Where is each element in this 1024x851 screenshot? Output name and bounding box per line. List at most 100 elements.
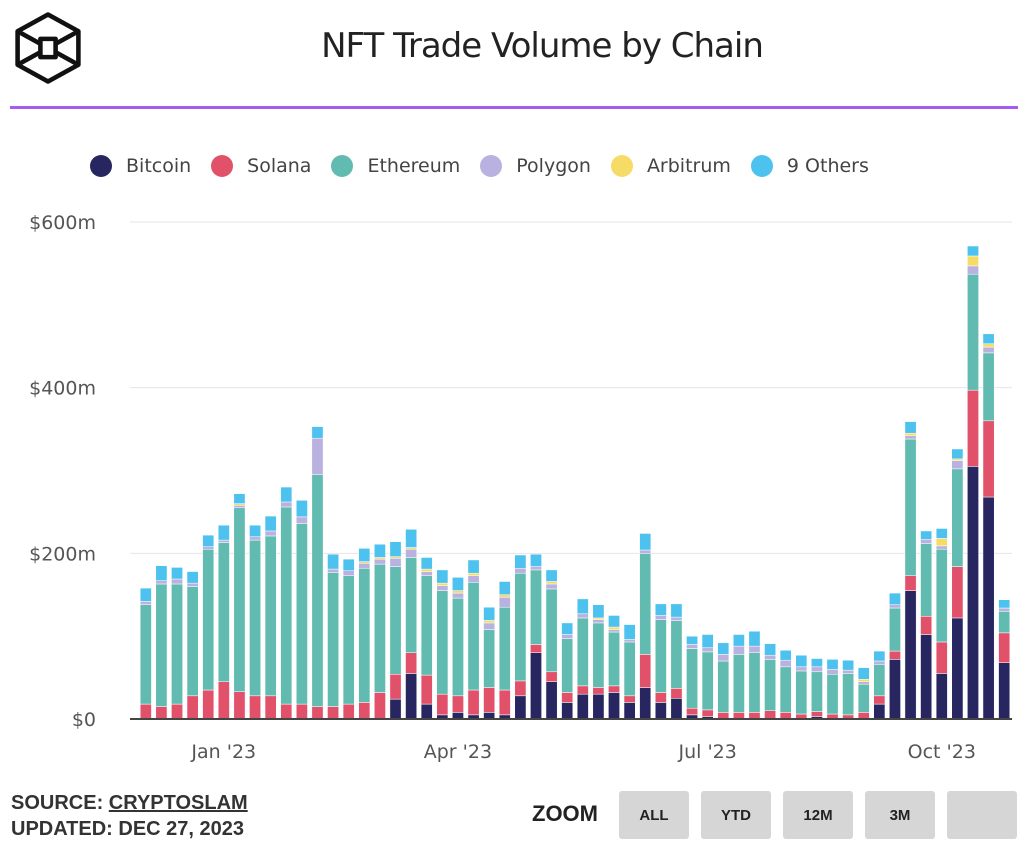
bar-segment-ethereum[interactable] bbox=[733, 654, 745, 713]
bar-segment-solana[interactable] bbox=[249, 695, 261, 720]
bar-segment-solana[interactable] bbox=[920, 616, 933, 635]
bar-segment-polygon[interactable] bbox=[576, 613, 589, 619]
legend-item-others[interactable]: 9 Others bbox=[750, 155, 869, 177]
bar-segment-solana[interactable] bbox=[764, 710, 776, 720]
bar-segment-ethereum[interactable] bbox=[686, 648, 698, 709]
bar-segment-9-others[interactable] bbox=[639, 533, 652, 551]
bar-segment-polygon[interactable] bbox=[530, 566, 542, 571]
bar-segment-arbitrum[interactable] bbox=[545, 581, 558, 585]
bar-segment-bitcoin[interactable] bbox=[639, 687, 652, 720]
bar-segment-arbitrum[interactable] bbox=[967, 255, 979, 267]
bar-segment-ethereum[interactable] bbox=[233, 507, 246, 692]
bar-segment-bitcoin[interactable] bbox=[514, 695, 527, 720]
bar-segment-9-others[interactable] bbox=[998, 599, 1011, 609]
bar-segment-solana[interactable] bbox=[623, 695, 636, 703]
bar-segment-ethereum[interactable] bbox=[249, 539, 261, 697]
bar-segment-bitcoin[interactable] bbox=[982, 496, 995, 720]
bar-segment-9-others[interactable] bbox=[139, 587, 152, 602]
bar-segment-polygon[interactable] bbox=[701, 647, 714, 653]
bar-segment-ethereum[interactable] bbox=[826, 674, 839, 715]
bar-segment-ethereum[interactable] bbox=[889, 607, 901, 652]
bar-segment-solana[interactable] bbox=[358, 702, 371, 720]
bar-segment-ethereum[interactable] bbox=[795, 670, 808, 715]
bar-segment-bitcoin[interactable] bbox=[576, 693, 589, 720]
bar-segment-bitcoin[interactable] bbox=[951, 617, 964, 720]
bar-segment-ethereum[interactable] bbox=[717, 660, 730, 713]
bar-segment-polygon[interactable] bbox=[717, 654, 730, 662]
bar-segment-solana[interactable] bbox=[982, 420, 995, 498]
bar-segment-ethereum[interactable] bbox=[358, 567, 371, 703]
bar-segment-solana[interactable] bbox=[530, 644, 542, 653]
bar-segment-9-others[interactable] bbox=[530, 553, 542, 567]
bar-segment-polygon[interactable] bbox=[420, 571, 433, 576]
bar-segment-solana[interactable] bbox=[374, 692, 386, 720]
bar-segment-solana[interactable] bbox=[483, 687, 496, 713]
bar-segment-solana[interactable] bbox=[935, 641, 948, 674]
bar-segment-ethereum[interactable] bbox=[217, 542, 230, 682]
bar-segment-arbitrum[interactable] bbox=[982, 343, 995, 348]
bar-segment-solana[interactable] bbox=[670, 688, 683, 699]
legend-item-solana[interactable]: Solana bbox=[211, 155, 311, 177]
bar-segment-solana[interactable] bbox=[889, 650, 901, 660]
bar-segment-polygon[interactable] bbox=[264, 530, 277, 537]
bar-segment-polygon[interactable] bbox=[280, 501, 293, 508]
bar-segment-polygon[interactable] bbox=[233, 505, 246, 509]
bar-segment-solana[interactable] bbox=[811, 711, 823, 717]
bar-segment-9-others[interactable] bbox=[202, 534, 215, 547]
bar-segment-solana[interactable] bbox=[202, 689, 215, 720]
bar-segment-polygon[interactable] bbox=[951, 460, 964, 470]
bar-segment-polygon[interactable] bbox=[779, 659, 792, 668]
bar-segment-ethereum[interactable] bbox=[498, 606, 511, 691]
bar-segment-polygon[interactable] bbox=[670, 616, 683, 621]
bar-segment-9-others[interactable] bbox=[826, 659, 839, 670]
bar-segment-arbitrum[interactable] bbox=[358, 561, 371, 564]
bar-segment-polygon[interactable] bbox=[826, 669, 839, 675]
zoom-ytd-button[interactable]: YTD bbox=[701, 791, 771, 839]
zoom-3m-button[interactable]: 3M bbox=[865, 791, 935, 839]
bar-segment-polygon[interactable] bbox=[889, 604, 901, 609]
bar-segment-polygon[interactable] bbox=[452, 592, 464, 599]
bar-segment-polygon[interactable] bbox=[405, 548, 418, 558]
bar-segment-ethereum[interactable] bbox=[545, 588, 558, 673]
bar-segment-ethereum[interactable] bbox=[483, 629, 496, 688]
bar-segment-9-others[interactable] bbox=[576, 598, 589, 615]
bar-segment-polygon[interactable] bbox=[842, 669, 855, 674]
bar-segment-9-others[interactable] bbox=[795, 654, 808, 668]
bar-segment-polygon[interactable] bbox=[686, 644, 698, 649]
bar-segment-9-others[interactable] bbox=[654, 603, 667, 616]
bar-segment-ethereum[interactable] bbox=[342, 575, 355, 705]
bar-segment-9-others[interactable] bbox=[967, 245, 979, 257]
bar-segment-solana[interactable] bbox=[967, 389, 979, 467]
bar-segment-ethereum[interactable] bbox=[405, 557, 418, 653]
bar-segment-9-others[interactable] bbox=[467, 559, 480, 574]
bar-segment-ethereum[interactable] bbox=[467, 582, 480, 691]
bar-segment-polygon[interactable] bbox=[498, 596, 511, 608]
bar-segment-bitcoin[interactable] bbox=[670, 698, 683, 720]
bar-segment-9-others[interactable] bbox=[904, 421, 917, 434]
bar-segment-9-others[interactable] bbox=[296, 500, 308, 518]
bar-segment-ethereum[interactable] bbox=[264, 535, 277, 697]
bar-segment-9-others[interactable] bbox=[155, 565, 168, 581]
bar-segment-ethereum[interactable] bbox=[842, 673, 855, 716]
bar-segment-9-others[interactable] bbox=[171, 567, 183, 580]
bar-segment-solana[interactable] bbox=[452, 695, 464, 713]
bar-segment-solana[interactable] bbox=[327, 706, 339, 720]
bar-segment-bitcoin[interactable] bbox=[405, 673, 418, 720]
bar-segment-bitcoin[interactable] bbox=[654, 702, 667, 720]
bar-segment-ethereum[interactable] bbox=[436, 590, 449, 695]
bar-segment-polygon[interactable] bbox=[374, 558, 386, 565]
bar-segment-arbitrum[interactable] bbox=[935, 538, 948, 547]
bar-segment-9-others[interactable] bbox=[951, 448, 964, 460]
bar-segment-9-others[interactable] bbox=[342, 558, 355, 571]
bar-segment-bitcoin[interactable] bbox=[623, 702, 636, 720]
bar-segment-ethereum[interactable] bbox=[576, 617, 589, 687]
bar-segment-ethereum[interactable] bbox=[811, 671, 823, 712]
bar-segment-ethereum[interactable] bbox=[951, 468, 964, 567]
bar-segment-ethereum[interactable] bbox=[420, 575, 433, 676]
bar-segment-polygon[interactable] bbox=[748, 645, 761, 653]
bar-segment-arbitrum[interactable] bbox=[374, 557, 386, 560]
bar-segment-solana[interactable] bbox=[686, 707, 698, 716]
bar-segment-solana[interactable] bbox=[420, 674, 433, 705]
bar-segment-polygon[interactable] bbox=[904, 435, 917, 440]
bar-segment-ethereum[interactable] bbox=[670, 620, 683, 689]
